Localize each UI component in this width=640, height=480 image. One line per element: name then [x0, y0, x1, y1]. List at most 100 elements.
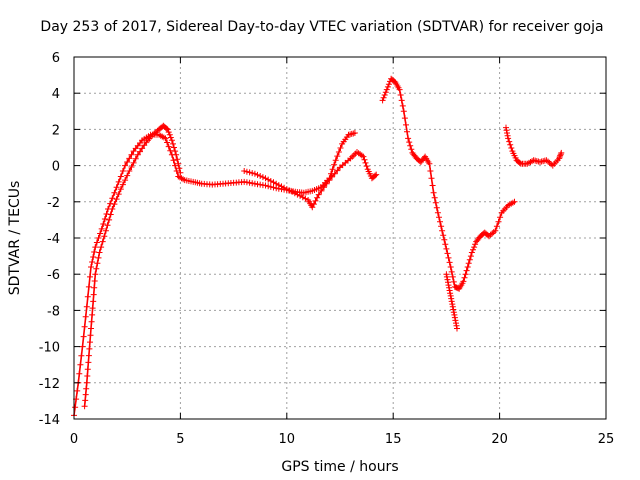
data-point [168, 137, 175, 144]
data-point-interp [286, 187, 293, 194]
data-point [251, 170, 258, 177]
plot-frame [73, 56, 607, 420]
data-point [126, 168, 133, 174]
data-point-interp [429, 182, 436, 189]
y-tick-label: -4 [47, 232, 60, 247]
data-point-interp [130, 159, 137, 166]
data-point [122, 162, 129, 169]
data-point-interp [141, 142, 148, 149]
data-point-interp [431, 194, 438, 201]
data-point [79, 343, 86, 350]
data-point-interp [443, 273, 450, 280]
data-point [90, 298, 97, 305]
data-point-interp [259, 174, 266, 181]
data-point-interp [444, 250, 451, 257]
data-point-interp [470, 246, 476, 253]
data-point-interp [100, 221, 107, 227]
data-point-interp [95, 235, 102, 241]
data-point [430, 189, 437, 196]
data-point-interp [310, 201, 317, 208]
data-point-interp [461, 274, 468, 281]
x-axis-label: GPS time / hours [281, 459, 398, 475]
data-point-interp [87, 339, 93, 346]
x-tick-label: 5 [176, 432, 184, 447]
data-point [262, 175, 269, 182]
data-point-interp [124, 172, 131, 179]
data-point-interp [167, 134, 174, 141]
data-point-interp [99, 238, 106, 245]
data-point-interp [278, 183, 285, 190]
data-point-interp [81, 323, 88, 330]
data-point-interp [117, 173, 124, 180]
data-point-interp [406, 139, 413, 146]
data-point [443, 245, 450, 252]
data-point-interp [89, 305, 96, 312]
y-tick-label: 6 [52, 51, 60, 66]
data-point-interp [401, 115, 408, 122]
data-point-interp [171, 144, 177, 151]
data-point [134, 151, 141, 158]
data-point-interp [442, 241, 449, 248]
data-point-interp [516, 159, 523, 166]
data-point [439, 227, 446, 234]
data-point [445, 282, 452, 289]
data-point [400, 108, 407, 115]
data-point-interp [126, 155, 133, 162]
data-point [162, 135, 169, 142]
data-point-interp [83, 385, 90, 392]
data-point [262, 182, 269, 189]
x-tick-label: 20 [491, 432, 508, 447]
data-point-interp [407, 142, 414, 149]
data-point-interp [265, 183, 272, 190]
data-point-interp [382, 89, 389, 96]
data-point-interp [448, 298, 455, 305]
data-point [460, 278, 467, 285]
data-point-interp [384, 83, 391, 90]
data-point-interp [334, 153, 341, 160]
data-point [454, 325, 460, 332]
data-point-interp [299, 194, 306, 201]
data-point-interp [403, 121, 409, 128]
data-point-interp [93, 265, 100, 272]
data-point-interp [175, 160, 182, 167]
data-point-interp [243, 168, 250, 175]
data-point-interp [335, 149, 342, 155]
data-point-interp [372, 172, 379, 179]
data-point-interp [101, 216, 108, 222]
data-point [92, 271, 99, 278]
data-point-interp [174, 156, 181, 163]
data-point-interp [267, 178, 274, 184]
x-tick-label: 10 [279, 432, 296, 447]
data-point-interp [381, 92, 388, 98]
data-point-interp [318, 187, 325, 194]
data-point-interp [398, 97, 405, 104]
data-point-interp [495, 218, 502, 225]
data-point-interp [84, 293, 91, 300]
data-point-interp [90, 254, 97, 260]
y-tick-label: -12 [39, 377, 60, 392]
data-point-interp [82, 313, 89, 320]
data-point [241, 168, 248, 174]
y-tick-label: -14 [39, 413, 60, 428]
chart-title: Day 253 of 2017, Sidereal Day-to-day VTE… [40, 19, 603, 35]
data-point-interp [172, 148, 179, 155]
data-point [83, 379, 90, 386]
data-point-interp [97, 230, 104, 237]
data-point [294, 191, 301, 198]
data-point-interp [84, 366, 91, 373]
data-point-interp [437, 218, 443, 225]
data-point-interp [385, 81, 392, 88]
data-point [351, 130, 358, 136]
data-point-interp [331, 161, 338, 168]
series-layer [71, 75, 565, 419]
data-point-interp [82, 397, 89, 404]
data-point-interp [447, 290, 454, 297]
data-point-interp [249, 170, 256, 177]
data-point-interp [380, 94, 387, 101]
data-point-interp [124, 159, 131, 165]
data-point-interp [115, 191, 122, 198]
data-point-interp [163, 125, 170, 132]
data-point-interp [557, 152, 564, 159]
data-point-interp [93, 239, 100, 246]
data-point [173, 151, 180, 158]
